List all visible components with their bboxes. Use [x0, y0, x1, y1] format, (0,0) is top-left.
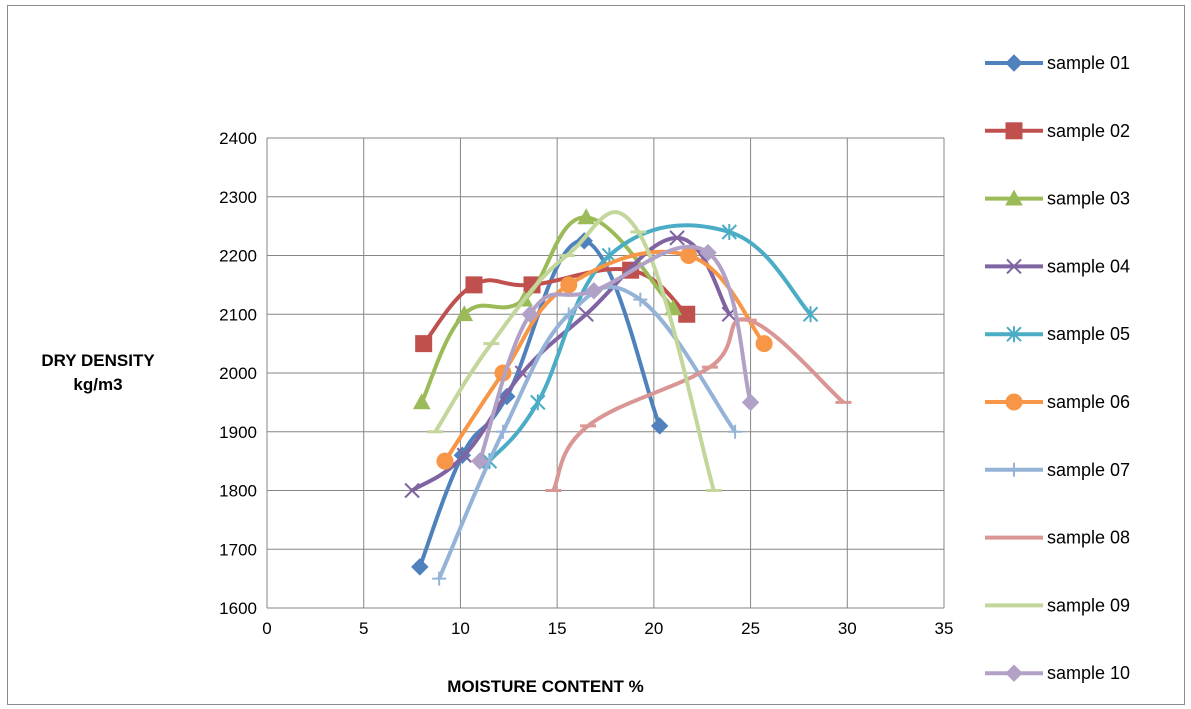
data-point [432, 571, 447, 586]
legend-label: sample 10 [1047, 663, 1130, 683]
legend-label: sample 08 [1047, 528, 1130, 548]
data-point [412, 393, 431, 410]
x-tick-label: 5 [359, 619, 368, 638]
x-tick-label: 25 [741, 619, 760, 638]
legend-label: sample 07 [1047, 460, 1130, 480]
data-point [415, 335, 433, 353]
y-tick-label: 1800 [219, 482, 257, 501]
x-tick-label: 30 [838, 619, 857, 638]
legend-label: sample 04 [1047, 256, 1130, 276]
legend-item: sample 10 [985, 663, 1130, 683]
x-tick-label: 35 [935, 619, 954, 638]
data-point [699, 243, 717, 262]
legend-marker [1006, 258, 1022, 275]
legend-marker [1006, 326, 1022, 343]
legend-item: sample 02 [985, 121, 1130, 141]
legend-item: sample 09 [985, 595, 1130, 615]
data-point [578, 306, 594, 322]
data-point [741, 393, 760, 412]
data-point [404, 482, 420, 499]
legend-item: sample 08 [985, 528, 1130, 548]
data-point [633, 292, 648, 307]
data-point [465, 276, 483, 294]
y-tick-label: 2200 [219, 247, 257, 266]
legend-label: sample 03 [1047, 189, 1130, 209]
legend-label: sample 02 [1047, 121, 1130, 141]
series-10 [471, 243, 760, 470]
x-tick-label: 0 [262, 619, 271, 638]
legend-item: sample 03 [985, 189, 1130, 209]
legend-marker [1005, 393, 1023, 411]
y-tick-label: 2000 [219, 364, 257, 383]
data-point [728, 424, 743, 439]
data-point [680, 247, 698, 264]
series-9 [427, 210, 722, 492]
data-point [456, 447, 473, 463]
data-point [411, 558, 429, 576]
legend-marker [1005, 54, 1023, 72]
legend-marker [1005, 664, 1023, 682]
data-point [577, 208, 596, 225]
legend-item: sample 01 [985, 53, 1130, 73]
series-6 [436, 247, 773, 470]
series-4 [404, 230, 738, 499]
data-point [755, 335, 773, 353]
data-point [650, 417, 669, 435]
data-point [436, 452, 454, 470]
y-tick-label: 1700 [219, 540, 257, 559]
y-tick-label: 2300 [219, 188, 257, 207]
y-tick-label: 2100 [219, 305, 257, 324]
legend-item: sample 06 [985, 392, 1130, 412]
data-point [721, 224, 738, 240]
y-tick-label: 1900 [219, 423, 257, 442]
series-line [433, 210, 716, 492]
legend-label: sample 06 [1047, 392, 1130, 412]
data-point [521, 305, 539, 323]
legend-item: sample 04 [985, 256, 1130, 276]
y-axis-title: kg/m3 [73, 375, 122, 394]
legend-label: sample 05 [1047, 324, 1130, 344]
data-point [585, 282, 603, 300]
data-point [802, 306, 819, 323]
legend-label: sample 01 [1047, 53, 1130, 73]
data-point [669, 230, 685, 246]
legend-label: sample 09 [1047, 595, 1130, 615]
y-tick-label: 1600 [219, 599, 257, 618]
x-tick-label: 20 [644, 619, 663, 638]
legend-marker [1005, 122, 1023, 140]
data-point [455, 305, 474, 322]
legend-marker [1005, 189, 1023, 206]
x-axis-title: MOISTURE CONTENT % [447, 677, 643, 696]
y-axis-title: DRY DENSITY [41, 351, 155, 370]
series-8 [545, 317, 852, 492]
x-tick-label: 10 [451, 619, 470, 638]
x-tick-label: 15 [548, 619, 567, 638]
data-point [495, 424, 510, 439]
data-point [560, 276, 578, 294]
data-point [471, 452, 489, 470]
legend-item: sample 07 [985, 460, 1130, 480]
legend-marker [1007, 462, 1021, 477]
legend-item: sample 05 [985, 324, 1130, 344]
y-tick-label: 2400 [219, 129, 257, 148]
data-point [530, 394, 546, 411]
series-line [417, 238, 662, 568]
data-point [561, 307, 576, 322]
